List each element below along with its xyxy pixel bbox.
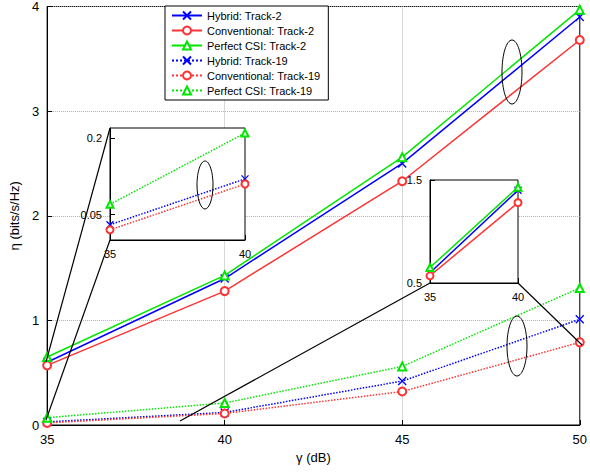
svg-text:0: 0 (32, 418, 39, 433)
svg-text:0.5: 0.5 (407, 277, 422, 289)
svg-text:γ (dB): γ (dB) (296, 450, 331, 465)
svg-text:35: 35 (40, 432, 54, 447)
svg-text:40: 40 (512, 291, 524, 303)
svg-text:35: 35 (424, 291, 436, 303)
svg-text:Perfect CSI: Track-2: Perfect CSI: Track-2 (207, 40, 306, 52)
svg-text:2: 2 (32, 208, 39, 223)
svg-text:3: 3 (32, 104, 39, 119)
svg-text:η (bits/s/Hz): η (bits/s/Hz) (7, 181, 22, 250)
svg-text:0.05: 0.05 (81, 209, 102, 221)
svg-text:45: 45 (395, 432, 409, 447)
svg-text:0.2: 0.2 (87, 132, 102, 144)
svg-text:35: 35 (103, 247, 117, 260)
svg-text:40: 40 (239, 248, 251, 260)
svg-text:50: 50 (573, 432, 587, 447)
svg-text:4: 4 (32, 0, 39, 14)
svg-text:Perfect CSI: Track-19: Perfect CSI: Track-19 (207, 85, 312, 97)
svg-text:1: 1 (32, 313, 39, 328)
svg-text:Conventional: Track-2: Conventional: Track-2 (207, 25, 314, 37)
svg-text:40: 40 (217, 432, 231, 447)
svg-text:1.5: 1.5 (407, 174, 422, 186)
svg-text:Hybrid: Track-19: Hybrid: Track-19 (207, 55, 288, 67)
svg-text:Conventional: Track-19: Conventional: Track-19 (207, 70, 320, 82)
svg-text:Hybrid: Track-2: Hybrid: Track-2 (207, 10, 282, 22)
